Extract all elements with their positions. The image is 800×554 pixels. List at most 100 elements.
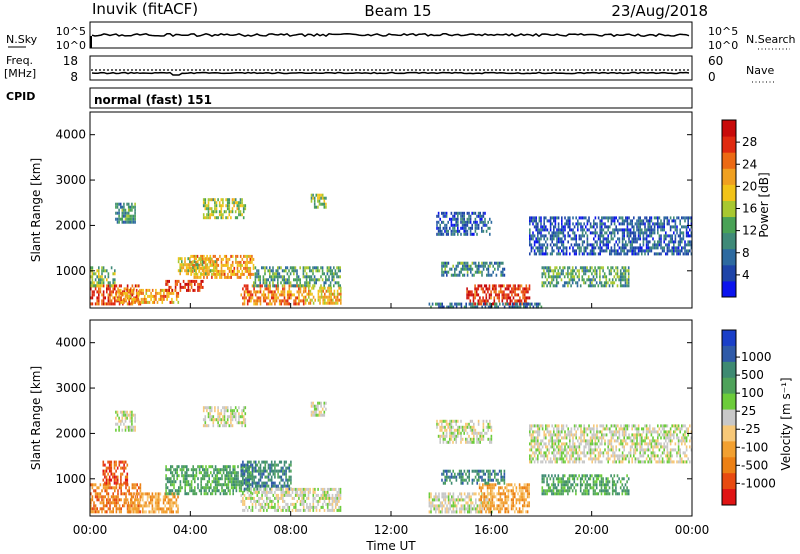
heatmap-cell xyxy=(595,275,598,279)
heatmap-cell xyxy=(246,302,249,306)
heatmap-cell xyxy=(143,294,146,298)
heatmap-cell xyxy=(158,498,160,502)
heatmap-cell xyxy=(486,302,488,306)
heatmap-cell xyxy=(120,486,122,490)
heatmap-cell xyxy=(131,425,133,429)
heatmap-cell xyxy=(320,401,322,405)
heatmap-cell xyxy=(125,486,127,490)
heatmap-cell xyxy=(212,415,215,419)
heatmap-cell xyxy=(647,249,649,253)
heatmap-cell xyxy=(195,275,197,279)
heatmap-cell xyxy=(124,466,127,470)
heatmap-cell xyxy=(466,290,468,294)
heatmap-cell xyxy=(234,406,237,410)
heatmap-cell xyxy=(336,298,339,302)
heatmap-cell xyxy=(629,249,632,253)
heatmap-cell xyxy=(613,269,616,273)
heatmap-cell xyxy=(213,489,215,493)
heatmap-cell xyxy=(184,489,186,493)
heatmap-cell xyxy=(586,246,589,250)
heatmap-cell xyxy=(230,486,233,490)
heatmap-cell xyxy=(657,240,659,244)
heatmap-cell xyxy=(240,493,243,497)
heatmap-cell xyxy=(318,199,321,203)
heatmap-cell xyxy=(325,289,328,293)
heatmap-cell xyxy=(166,486,169,490)
heatmap-cell xyxy=(568,278,571,282)
heatmap-cell xyxy=(114,296,116,300)
cpid-label: CPID xyxy=(6,90,35,103)
heatmap-cell xyxy=(311,298,313,302)
heatmap-cell xyxy=(195,272,197,276)
heatmap-cell xyxy=(302,272,305,276)
heatmap-cell xyxy=(676,216,678,220)
heatmap-cell xyxy=(256,269,258,273)
heatmap-cell xyxy=(176,474,178,478)
heatmap-cell xyxy=(665,216,667,220)
heatmap-cell xyxy=(487,481,490,485)
heatmap-cell xyxy=(507,489,510,493)
heatmap-cell xyxy=(313,410,316,414)
heatmap-cell xyxy=(494,261,496,265)
heatmap-cell xyxy=(214,272,216,276)
heatmap-cell xyxy=(541,275,544,279)
heatmap-cell xyxy=(470,504,472,508)
heatmap-cell xyxy=(457,226,459,230)
heatmap-cell xyxy=(94,510,97,514)
heatmap-cell xyxy=(269,281,271,285)
heatmap-cell xyxy=(200,471,202,475)
heatmap-cell xyxy=(185,266,188,270)
heatmap-cell xyxy=(660,219,662,223)
heatmap-cell xyxy=(114,486,116,490)
heatmap-cell xyxy=(555,278,558,282)
heatmap-cell xyxy=(119,291,122,295)
heatmap-cell xyxy=(517,492,519,496)
heatmap-cell xyxy=(206,254,208,258)
heatmap-cell xyxy=(293,266,295,270)
heatmap-cell xyxy=(326,496,329,500)
heatmap-cell xyxy=(274,293,276,297)
heatmap-cell xyxy=(436,419,438,423)
heatmap-cell xyxy=(274,490,276,494)
heatmap-cell xyxy=(262,484,265,488)
heatmap-cell xyxy=(270,478,273,482)
heatmap-cell xyxy=(243,254,245,258)
heatmap-cell xyxy=(530,237,533,241)
heatmap-cell xyxy=(445,232,448,236)
heatmap-cell xyxy=(212,421,215,425)
heatmap-cell xyxy=(331,493,334,497)
heatmap-cell xyxy=(262,508,265,512)
heatmap-cell xyxy=(310,505,313,509)
heatmap-cell xyxy=(265,281,268,285)
heatmap-cell xyxy=(261,460,263,464)
heatmap-cell xyxy=(599,234,601,238)
heatmap-cell xyxy=(283,302,286,306)
heatmap-cell xyxy=(277,493,279,497)
heatmap-cell xyxy=(230,471,233,475)
nsky-tick-high: 10^5 xyxy=(56,25,86,38)
heatmap-cell xyxy=(126,489,129,493)
heatmap-cell xyxy=(280,487,283,491)
heatmap-cell xyxy=(530,249,533,253)
heatmap-cell xyxy=(114,287,116,291)
heatmap-cell xyxy=(242,421,245,425)
heatmap-cell xyxy=(155,297,157,301)
heatmap-cell xyxy=(497,305,499,309)
heatmap-cell xyxy=(272,484,275,488)
heatmap-cell xyxy=(312,278,314,282)
heatmap-cell xyxy=(484,220,486,224)
heatmap-cell xyxy=(596,243,598,247)
heatmap-cell xyxy=(575,249,577,253)
heatmap-cell xyxy=(599,269,601,273)
heatmap-cell xyxy=(129,291,132,295)
heatmap-cell xyxy=(182,477,185,481)
heatmap-cell xyxy=(338,292,340,296)
heatmap-cell xyxy=(636,228,638,232)
heatmap-cell xyxy=(281,278,284,282)
heatmap-cell xyxy=(222,424,224,428)
heatmap-cell xyxy=(285,469,287,473)
heatmap-cell xyxy=(483,492,486,496)
heatmap-cell xyxy=(191,254,194,258)
heatmap-cell xyxy=(204,198,207,202)
heatmap-cell xyxy=(171,471,174,475)
